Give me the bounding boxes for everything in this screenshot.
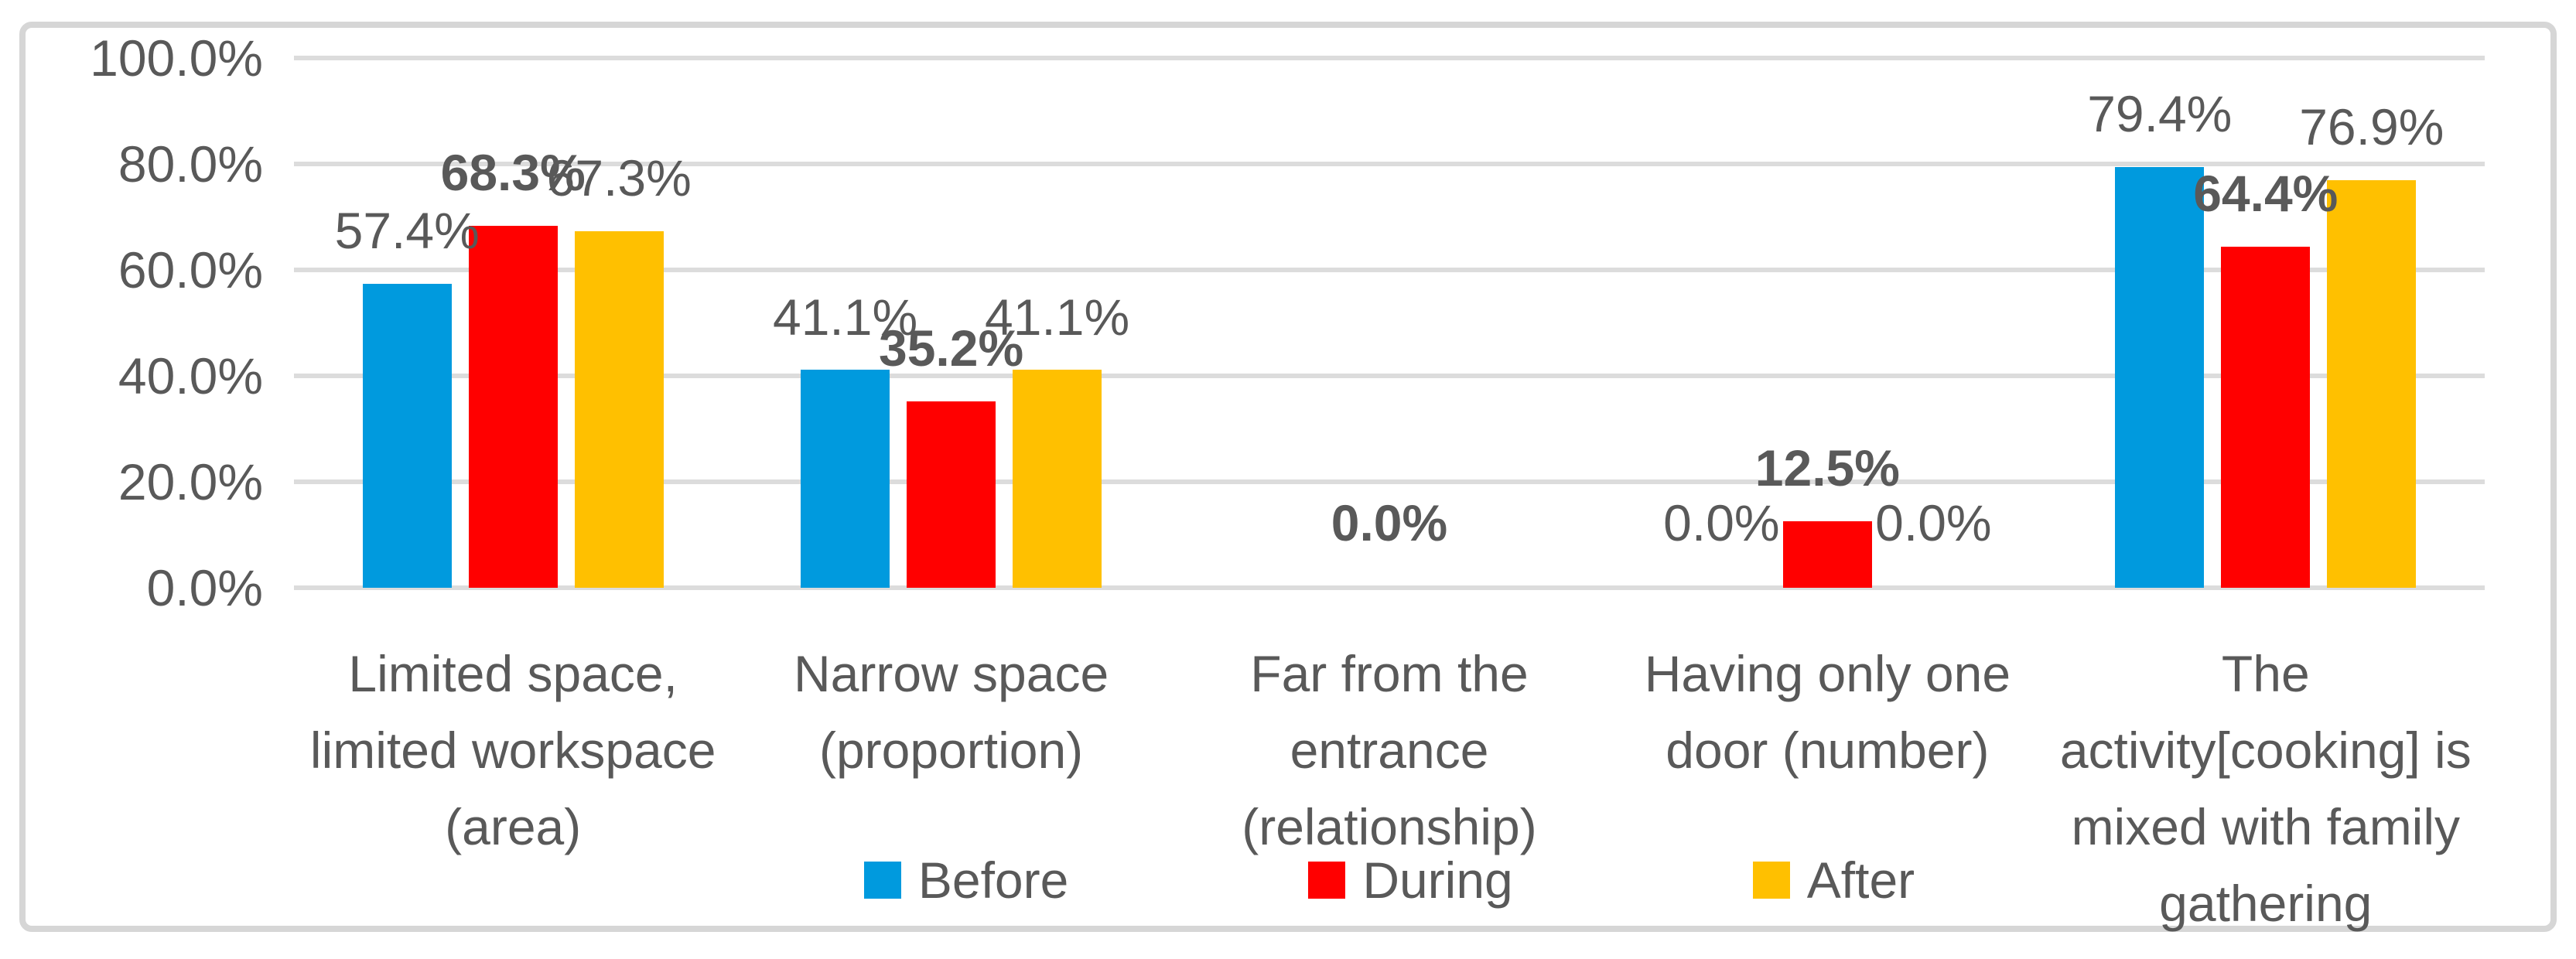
bar-before [362, 283, 452, 588]
y-tick-label: 80.0% [118, 135, 263, 193]
y-tick-label: 20.0% [118, 453, 263, 510]
plot-area: 57.4% 68.3% 67.3% 41.1% 35.2% 41.1% 0.0% 0.0% 12… [294, 56, 2485, 590]
data-label-before: 0.0% [1663, 494, 1780, 552]
y-tick-label: 0.0% [146, 559, 263, 616]
legend-item-before: Before [863, 851, 1069, 910]
data-label-before: 57.4% [334, 201, 480, 259]
data-label-after: 41.1% [985, 288, 1130, 346]
gridline [294, 162, 2485, 166]
data-label-after: 67.3% [546, 149, 692, 207]
bar-during [2221, 246, 2311, 588]
data-label-before: 79.4% [2087, 85, 2233, 143]
gridline [294, 374, 2485, 378]
bar-group: 57.4% 68.3% 67.3% [294, 58, 732, 588]
bar-during [907, 401, 996, 588]
data-label-during: 35.2% [879, 319, 1024, 377]
bar-group: 0.0% 12.5% 0.0% [1608, 58, 2046, 588]
category-label: Having only one door (number) [1644, 645, 2011, 779]
legend-label: After [1806, 851, 1915, 909]
bar-during [1782, 521, 1872, 588]
data-label-after: 76.9% [2299, 98, 2444, 156]
data-label-before: 41.1% [773, 288, 918, 346]
category-label: Narrow space (proportion) [794, 645, 1109, 779]
y-tick-label: 40.0% [118, 347, 263, 404]
legend-swatch-during [1308, 862, 1346, 899]
category-label: The activity[cooking] is mixed with family… [2059, 645, 2472, 932]
legend-item-after: After [1752, 851, 1915, 910]
bar-during [468, 226, 558, 588]
data-label-during: 0.0% [1331, 494, 1448, 552]
y-axis-labels: 100.0% 80.0% 60.0% 40.0% 20.0% 0.0% [31, 29, 263, 616]
data-label-during: 64.4% [2193, 164, 2339, 222]
y-tick-label: 60.0% [118, 241, 263, 299]
bar-after [574, 231, 664, 588]
bar-group: 79.4% 64.4% 76.9% [2047, 58, 2485, 588]
bar-before [801, 370, 890, 588]
data-label-during: 68.3% [440, 144, 586, 202]
bar-before [2115, 167, 2205, 588]
y-tick-label: 100.0% [90, 29, 263, 87]
gridline [294, 480, 2485, 484]
legend-swatch-after [1752, 862, 1790, 899]
data-label-after: 0.0% [1875, 494, 1992, 552]
legend-item-during: During [1308, 851, 1513, 910]
gridline [294, 585, 2485, 590]
category-label: Far from the entrance (relationship) [1242, 645, 1537, 855]
data-label-during: 12.5% [1754, 439, 1900, 497]
category-label: Limited space, limited workspace (area) [309, 645, 716, 855]
legend-label: During [1362, 851, 1513, 909]
bar-after [1013, 370, 1102, 588]
legend-swatch-before [863, 862, 901, 899]
chart-border-frame [19, 22, 2557, 932]
legend-label: Before [917, 851, 1069, 909]
gridline [294, 268, 2485, 272]
gridline [294, 56, 2485, 60]
bar-group: 0.0% [1170, 58, 1608, 588]
legend: Before During After [294, 851, 2485, 910]
bar-group: 41.1% 35.2% 41.1% [732, 58, 1170, 588]
bar-after [2327, 180, 2417, 588]
